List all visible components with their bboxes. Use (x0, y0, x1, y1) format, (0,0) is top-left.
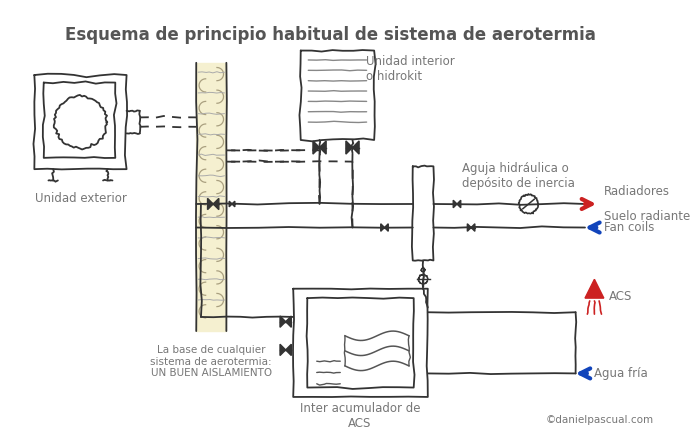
Polygon shape (468, 224, 471, 231)
Text: Suelo radiante: Suelo radiante (604, 210, 690, 223)
Polygon shape (196, 63, 226, 331)
Text: Aguja hidráulica o
depósito de inercia: Aguja hidráulica o depósito de inercia (462, 161, 575, 190)
Polygon shape (214, 198, 219, 210)
Text: La base de cualquier
sistema de aerotermia:
UN BUEN AISLAMIENTO: La base de cualquier sistema de aeroterm… (150, 345, 272, 378)
Polygon shape (229, 201, 232, 207)
Polygon shape (453, 200, 457, 208)
Text: Unidad exterior: Unidad exterior (34, 192, 127, 205)
Polygon shape (457, 200, 461, 208)
Text: Esquema de principio habitual de sistema de aerotermia: Esquema de principio habitual de sistema… (65, 26, 596, 44)
Polygon shape (381, 224, 384, 231)
Text: Unidad interior
o hidrokit: Unidad interior o hidrokit (365, 55, 454, 83)
Polygon shape (346, 141, 353, 154)
Text: Inter acumulador de
ACS: Inter acumulador de ACS (300, 402, 420, 429)
Polygon shape (280, 316, 286, 327)
Text: ACS: ACS (608, 290, 632, 303)
Polygon shape (313, 141, 320, 154)
Polygon shape (585, 279, 604, 298)
Polygon shape (286, 344, 291, 355)
Polygon shape (207, 198, 214, 210)
Polygon shape (286, 316, 291, 327)
Text: Radiadores: Radiadores (604, 186, 670, 198)
Polygon shape (280, 344, 286, 355)
Text: Agua fría: Agua fría (594, 367, 648, 380)
Text: ©danielpascual.com: ©danielpascual.com (545, 415, 654, 425)
Polygon shape (471, 224, 475, 231)
Polygon shape (353, 141, 359, 154)
Polygon shape (232, 201, 235, 207)
Polygon shape (384, 224, 388, 231)
Text: Fan coils: Fan coils (604, 221, 655, 234)
Polygon shape (320, 141, 326, 154)
